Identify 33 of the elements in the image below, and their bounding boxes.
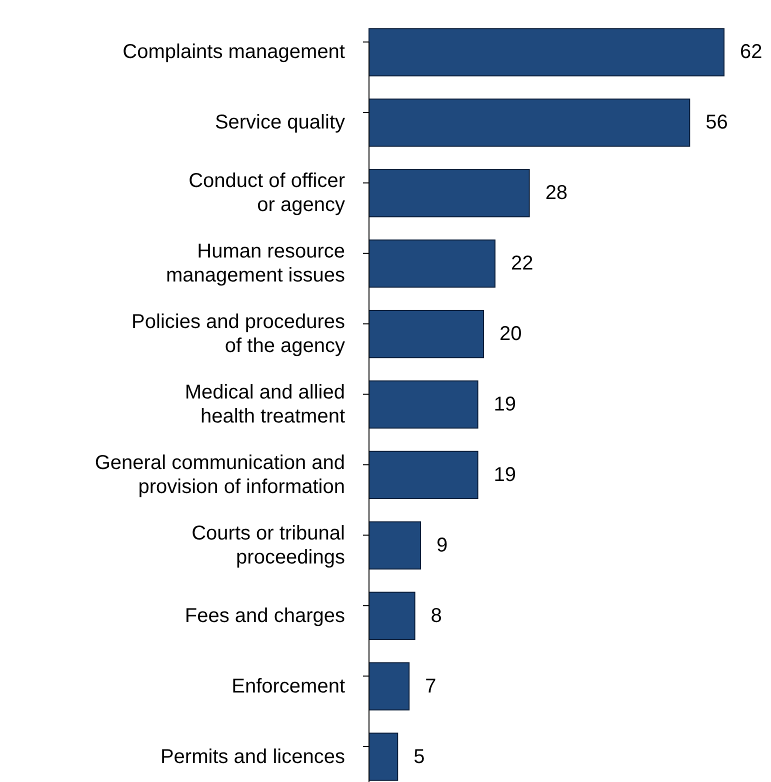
bar bbox=[368, 662, 410, 710]
y-tick-label: Medical and allied health treatment bbox=[184, 382, 346, 428]
y-tick-label: Human resource management issues bbox=[166, 240, 345, 287]
y-tick-label: Conduct of officer or agency bbox=[188, 170, 346, 216]
data-label: 56 bbox=[706, 112, 728, 134]
data-label: 8 bbox=[430, 604, 442, 627]
bar bbox=[368, 98, 690, 147]
y-tick-label: Complaints management bbox=[122, 41, 346, 64]
bar bbox=[368, 28, 724, 76]
y-tick-label: Courts or tribunal proceedings bbox=[192, 522, 345, 568]
bar bbox=[368, 310, 484, 358]
y-tick-label: Fees and charges bbox=[184, 604, 345, 627]
data-label: 62 bbox=[740, 41, 762, 64]
bar bbox=[368, 732, 398, 781]
bar bbox=[368, 380, 478, 429]
y-tick-label: Permits and licences bbox=[160, 746, 345, 768]
data-label: 20 bbox=[500, 323, 522, 346]
y-tick-label: Enforcement bbox=[232, 675, 346, 698]
bar bbox=[368, 521, 422, 570]
y-tick-label: General communication and provision of information bbox=[94, 452, 345, 498]
data-label: 19 bbox=[494, 394, 516, 416]
data-label: 28 bbox=[545, 182, 568, 204]
data-label: 9 bbox=[436, 534, 448, 556]
bar bbox=[368, 450, 478, 500]
y-tick-label: Policies and procedures of the agency bbox=[132, 311, 345, 358]
bar bbox=[368, 239, 496, 288]
data-label: 7 bbox=[425, 675, 436, 698]
y-tick-label: Service quality bbox=[214, 112, 345, 134]
data-label: 19 bbox=[494, 464, 516, 486]
bar bbox=[368, 169, 530, 218]
data-label: 5 bbox=[414, 746, 425, 768]
bar bbox=[368, 592, 416, 640]
data-label: 22 bbox=[510, 252, 534, 275]
